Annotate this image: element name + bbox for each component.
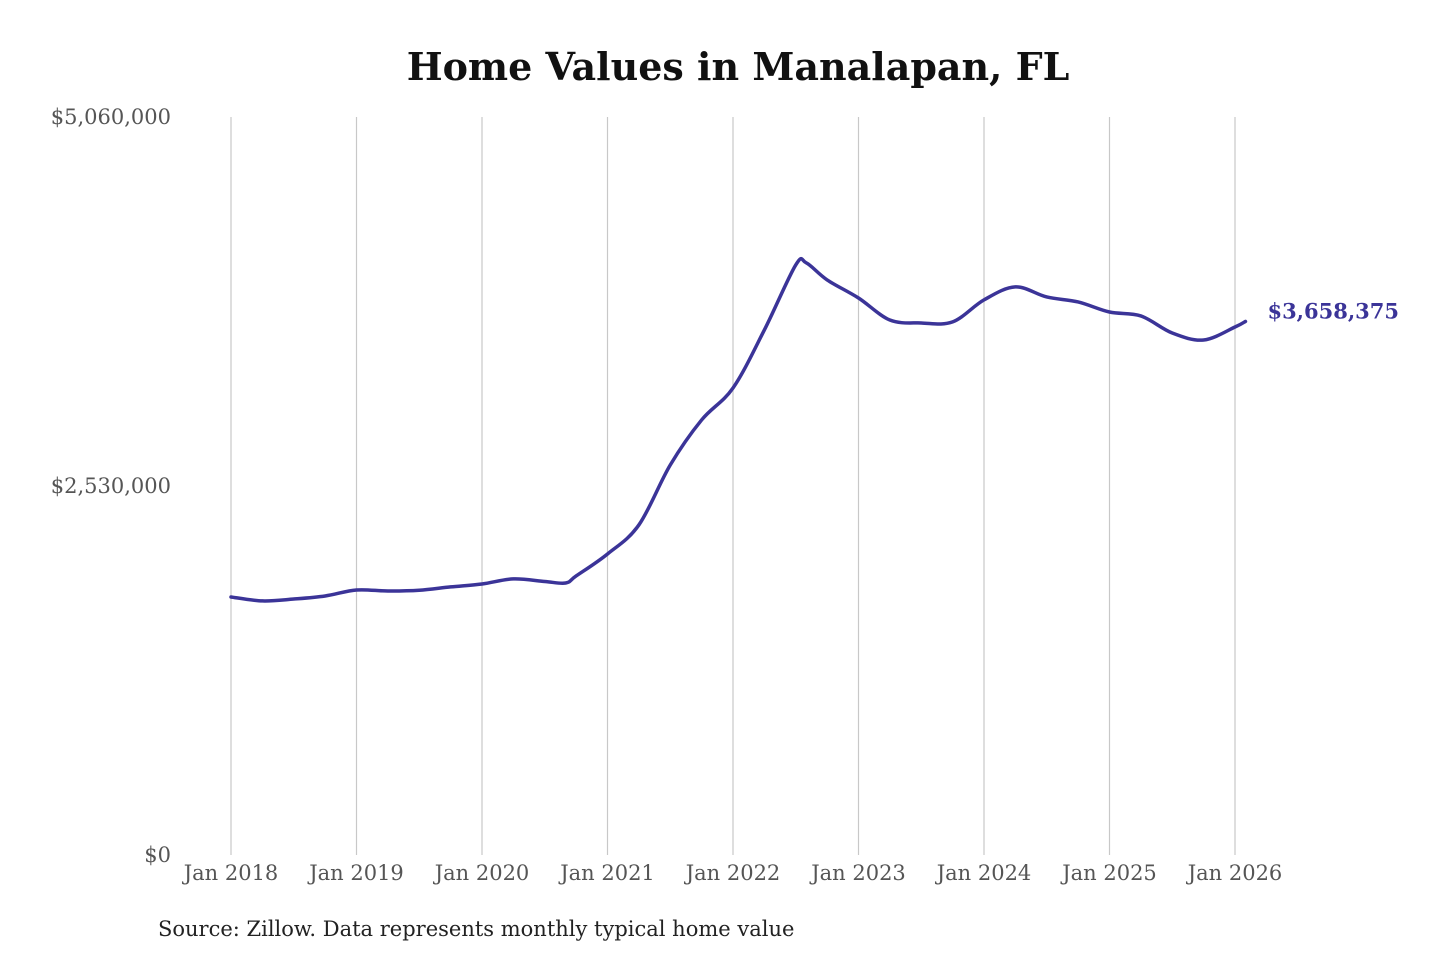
x-tick-label: Jan 2022: [684, 861, 781, 885]
x-tick-label: Jan 2026: [1186, 861, 1283, 885]
series-line: [229, 256, 1248, 603]
x-tick-label: Jan 2024: [935, 861, 1032, 885]
chart-title: Home Values in Manalapan, FL: [406, 44, 1070, 89]
x-tick-label: Jan 2018: [182, 861, 279, 885]
x-axis: Jan 2018 Jan 2019 Jan 2020 Jan 2021 Jan 2022…: [182, 861, 1283, 885]
x-tick-label: Jan 2019: [307, 861, 404, 885]
x-tick-label: Jan 2023: [809, 861, 906, 885]
y-axis: $5,060,000 $2,530,000 $0: [51, 105, 171, 867]
y-tick-label: $2,530,000: [51, 474, 171, 498]
x-tick-label: Jan 2025: [1060, 861, 1157, 885]
grid: [230, 117, 1236, 855]
x-tick-label: Jan 2021: [558, 861, 655, 885]
end-value-label: $3,658,375: [1267, 298, 1399, 323]
y-tick-label: $5,060,000: [51, 105, 171, 129]
y-tick-label: $0: [144, 843, 171, 867]
x-tick-label: Jan 2020: [433, 861, 530, 885]
source-note: Source: Zillow. Data represents monthly …: [158, 917, 795, 941]
